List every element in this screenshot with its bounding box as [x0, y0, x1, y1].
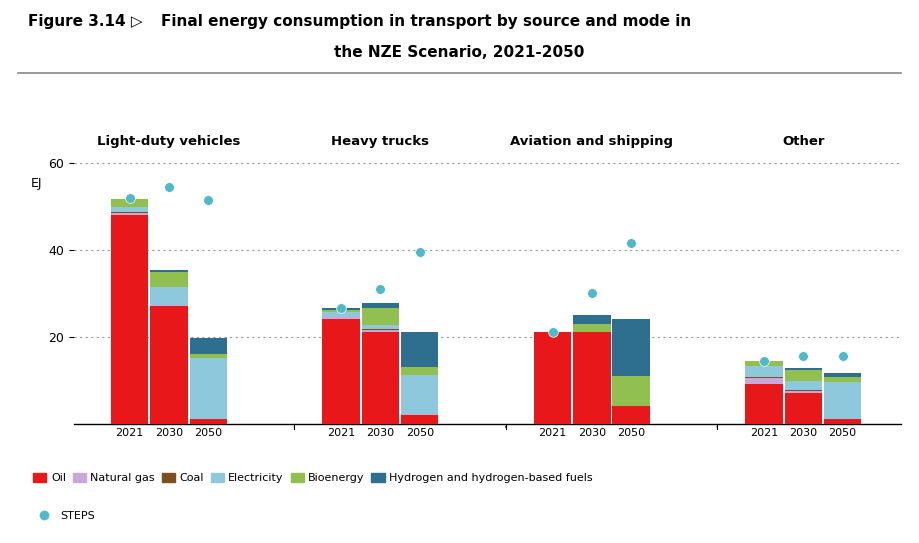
Bar [824, 382, 861, 419]
Bar [323, 317, 360, 319]
Bar [362, 325, 399, 329]
Bar [785, 393, 822, 424]
Bar [534, 332, 572, 424]
Bar [323, 310, 360, 312]
Text: Other: Other [782, 135, 824, 148]
Bar [824, 419, 861, 424]
Bar [111, 207, 148, 212]
Bar [785, 368, 822, 370]
Bar [111, 199, 148, 207]
Bar [745, 366, 783, 377]
Bar [323, 312, 360, 317]
Bar [111, 213, 148, 215]
Bar [612, 319, 650, 376]
Bar [362, 332, 399, 424]
Bar [401, 375, 438, 414]
Bar [785, 390, 822, 391]
Bar [150, 287, 187, 305]
Bar [573, 324, 610, 332]
Bar [824, 377, 861, 382]
Bar [362, 330, 399, 332]
Bar [323, 319, 360, 424]
Bar [323, 308, 360, 310]
Y-axis label: EJ: EJ [30, 177, 42, 190]
Text: Figure 3.14 ▷: Figure 3.14 ▷ [28, 14, 142, 29]
Bar [189, 353, 227, 358]
Bar [745, 378, 783, 384]
Bar [612, 376, 650, 406]
Bar [401, 415, 438, 424]
Bar [745, 362, 783, 366]
Bar [189, 358, 227, 419]
Bar [150, 270, 187, 272]
Text: Heavy trucks: Heavy trucks [332, 135, 429, 148]
Bar [785, 391, 822, 393]
Bar [150, 306, 187, 424]
Bar [785, 370, 822, 381]
Legend: STEPS: STEPS [33, 511, 95, 521]
Bar [745, 384, 783, 424]
Bar [401, 367, 438, 375]
Bar [150, 272, 187, 287]
Text: Aviation and shipping: Aviation and shipping [510, 135, 674, 148]
Bar [362, 307, 399, 325]
Bar [573, 315, 610, 324]
Bar [362, 329, 399, 330]
Bar [189, 419, 227, 424]
Text: the NZE Scenario, 2021-2050: the NZE Scenario, 2021-2050 [335, 45, 584, 60]
Bar [401, 332, 438, 367]
Bar [612, 406, 650, 424]
Bar [150, 305, 187, 306]
Bar [824, 373, 861, 377]
Text: Final energy consumption in transport by source and mode in: Final energy consumption in transport by… [161, 14, 691, 29]
Bar [785, 381, 822, 390]
Bar [362, 303, 399, 307]
Bar [745, 377, 783, 378]
Bar [189, 338, 227, 353]
Bar [111, 212, 148, 213]
Legend: Oil, Natural gas, Coal, Electricity, Bioenergy, Hydrogen and hydrogen-based fuel: Oil, Natural gas, Coal, Electricity, Bio… [33, 473, 593, 483]
Text: Light-duty vehicles: Light-duty vehicles [97, 135, 241, 148]
Bar [111, 215, 148, 424]
Bar [573, 332, 610, 424]
